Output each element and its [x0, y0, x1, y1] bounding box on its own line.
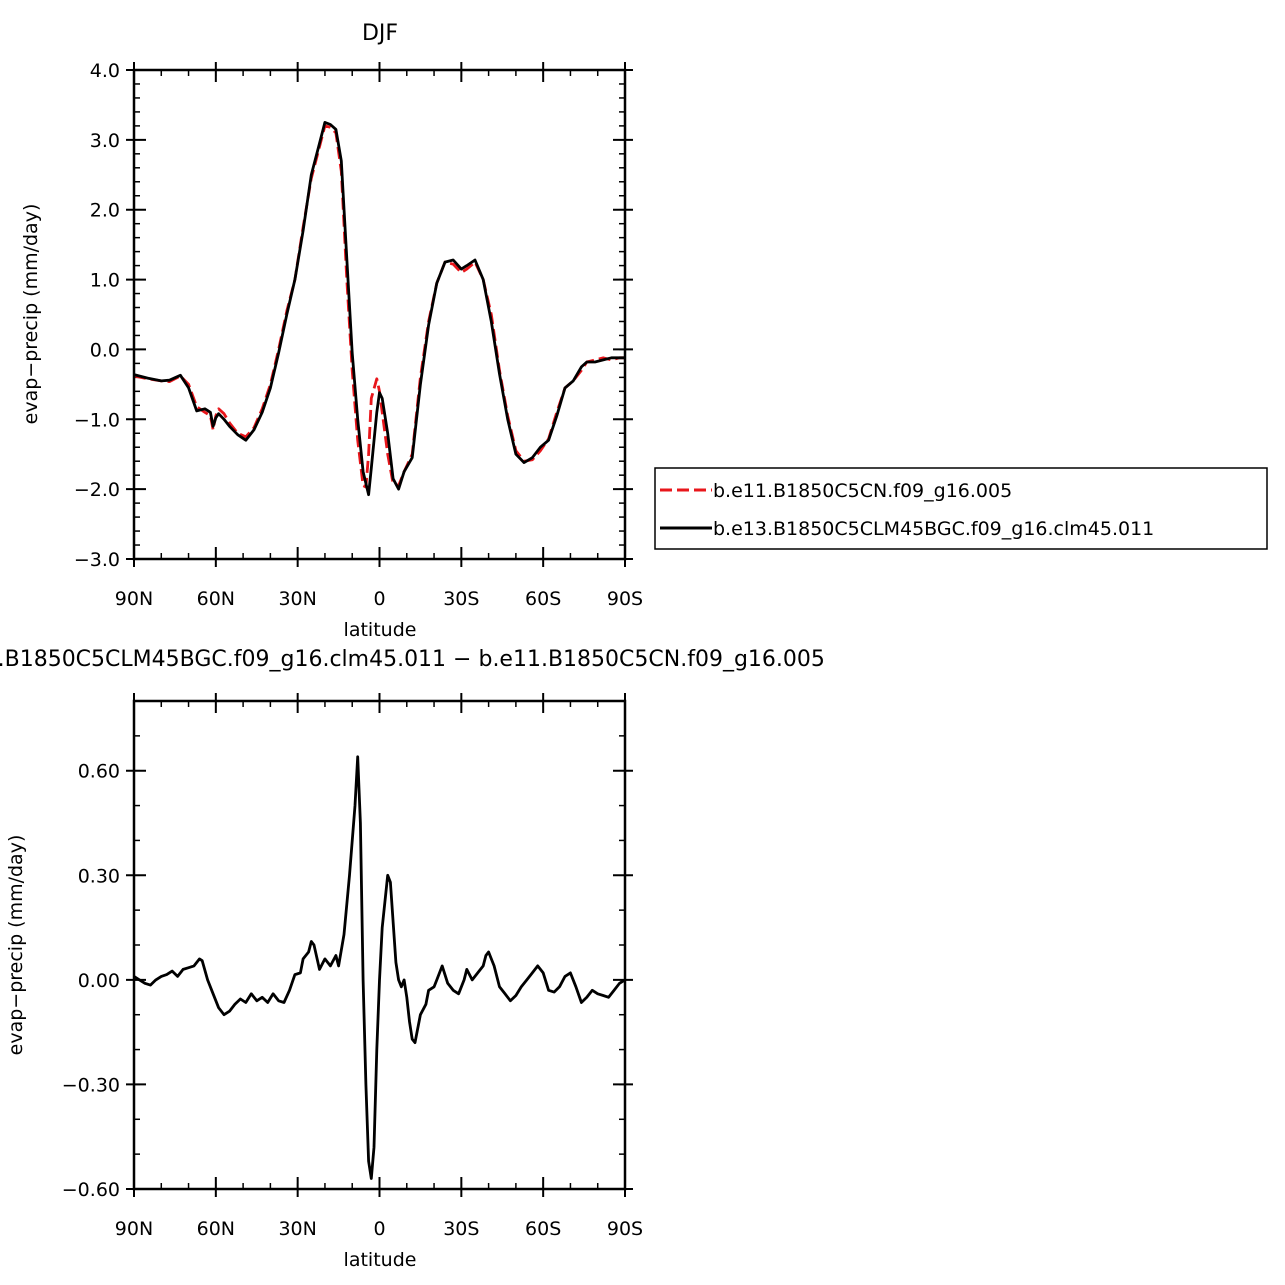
bottom-chart: b.e13.B1850C5CLM45BGC.f09_g16.clm45.011 …	[0, 647, 825, 1271]
top-chart-x-tick-label: 30S	[443, 588, 479, 610]
top-chart-y-tick-label: 3.0	[90, 130, 120, 152]
top-chart-x-tick-label: 0	[373, 588, 385, 610]
bottom-chart-x-tick-label: 60S	[525, 1218, 561, 1240]
top-chart-y-tick-label: 2.0	[90, 200, 120, 222]
bottom-chart-y-tick-label: 0.30	[78, 865, 120, 887]
top-chart-xlabel: latitude	[344, 619, 417, 641]
top-chart-y-tick-label: −3.0	[74, 549, 120, 571]
bottom-chart-y-tick-label: −0.30	[62, 1074, 120, 1096]
top-chart-x-tick-label: 60S	[525, 588, 561, 610]
top-chart: DJF 90N 60N 30N 0 30S 60S 90S 4.0 3.0 2.0 1.0 0.0 −1…	[20, 21, 643, 641]
top-chart-y-tick-label: 1.0	[90, 270, 120, 292]
legend-label-series-1: b.e11.B1850C5CN.f09_g16.005	[713, 480, 1012, 502]
legend-label-series-2: b.e13.B1850C5CLM45BGC.f09_g16.clm45.011	[713, 518, 1154, 540]
bottom-chart-x-tick-label: 60N	[197, 1218, 235, 1240]
bottom-chart-frame	[132, 699, 627, 1191]
bottom-chart-title: b.e13.B1850C5CLM45BGC.f09_g16.clm45.011 …	[0, 647, 825, 672]
top-chart-y-tick-label: 4.0	[90, 60, 120, 82]
bottom-chart-ylabel: evap−precip (mm/day)	[5, 835, 27, 1056]
bottom-chart-series	[133, 755, 626, 1180]
legend-box	[654, 467, 1268, 550]
bottom-chart-series-1-line	[133, 755, 626, 1180]
top-chart-x-tick-label: 60N	[197, 588, 235, 610]
top-chart-ylabel: evap−precip (mm/day)	[20, 204, 42, 425]
bottom-chart-y-tick-label: 0.60	[78, 761, 120, 783]
bottom-chart-x-tick-label: 0	[373, 1218, 385, 1240]
bottom-chart-xlabel: latitude	[344, 1249, 417, 1271]
legend: b.e11.B1850C5CN.f09_g16.005 b.e13.B1850C…	[654, 467, 1268, 550]
bottom-chart-x-tick-label: 90N	[115, 1218, 153, 1240]
top-chart-y-tick-label: −1.0	[74, 409, 120, 431]
bottom-chart-x-tick-label: 90S	[607, 1218, 643, 1240]
top-chart-series-1-line	[133, 124, 625, 489]
bottom-chart-y-tick-label: −0.60	[62, 1179, 120, 1201]
bottom-chart-x-tick-label: 30N	[278, 1218, 316, 1240]
top-chart-title: DJF	[362, 21, 398, 46]
top-chart-y-tick-label: −2.0	[74, 479, 120, 501]
top-chart-y-tick-label: 0.0	[90, 339, 120, 361]
top-chart-frame	[132, 68, 627, 561]
top-chart-x-tick-label: 90N	[115, 588, 153, 610]
top-chart-series-2-line	[133, 121, 625, 497]
top-chart-x-tick-label: 30N	[278, 588, 316, 610]
top-chart-series	[133, 121, 625, 497]
bottom-chart-x-tick-label: 30S	[443, 1218, 479, 1240]
bottom-chart-ticks: 90N 60N 30N 0 30S 60S 90S 0.60 0.30 0.00 −0.30 −0.6…	[62, 693, 643, 1240]
top-chart-x-tick-label: 90S	[607, 588, 643, 610]
bottom-chart-y-tick-label: 0.00	[78, 970, 120, 992]
